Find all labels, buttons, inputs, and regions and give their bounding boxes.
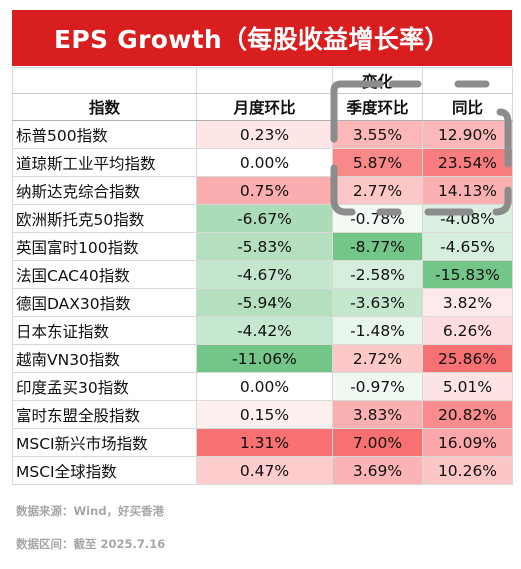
qoq-value-cell: -0.97% [332,372,423,401]
footnote-source: 数据来源：Wind，好买香港 [16,504,165,518]
mom-value-cell: -6.67% [196,204,333,233]
mom-value-cell: 0.00% [196,148,333,177]
qoq-value-cell: -0.78% [332,204,423,233]
qoq-value-cell: -3.63% [332,288,423,317]
column-header-mom: 月度环比 [196,93,333,121]
chart-title: EPS Growth（每股收益增长率） [54,25,450,54]
yoy-value-cell: -4.08% [422,204,513,233]
mom-value-cell: -4.67% [196,260,333,289]
mom-value-cell: 1.31% [196,428,333,457]
table-body: 标普500指数 0.23% 3.55% 12.90% 道琼斯工业平均指数 0.00% 5.8… [12,120,513,485]
qoq-value-cell: 7.00% [332,428,423,457]
mom-value-cell: -4.42% [196,316,333,345]
index-name-cell: 日本东证指数 [12,316,197,345]
index-name-cell: 标普500指数 [12,120,197,149]
qoq-value-cell: -2.58% [332,260,423,289]
table-row: 富时东盟全股指数 0.15% 3.83% 20.82% [12,400,513,429]
table-row: 纳斯达克综合指数 0.75% 2.77% 14.13% [12,176,513,205]
table-row: 英国富时100指数 -5.83% -8.77% -4.65% [12,232,513,261]
table-row: 法国CAC40指数 -4.67% -2.58% -15.83% [12,260,513,289]
group-header-blank [12,67,197,94]
yoy-value-cell: 20.82% [422,400,513,429]
table-row: 日本东证指数 -4.42% -1.48% 6.26% [12,316,513,345]
yoy-value-cell: 10.26% [422,456,513,485]
yoy-value-cell: 16.09% [422,428,513,457]
qoq-value-cell: 2.72% [332,344,423,373]
yoy-value-cell: -4.65% [422,232,513,261]
yoy-value-cell: 25.86% [422,344,513,373]
yoy-value-cell: 3.82% [422,288,513,317]
column-header-yoy: 同比 [422,93,513,121]
yoy-value-cell: 14.13% [422,176,513,205]
table-row: 标普500指数 0.23% 3.55% 12.90% [12,120,513,149]
index-name-cell: 英国富时100指数 [12,232,197,261]
mom-value-cell: 0.23% [196,120,333,149]
group-header-blank [196,67,333,94]
yoy-value-cell: 5.01% [422,372,513,401]
group-header-change: 变化 [332,67,423,94]
table-row: 越南VN30指数 -11.06% 2.72% 25.86% [12,344,513,373]
group-header-blank [422,67,513,94]
index-name-cell: 法国CAC40指数 [12,260,197,289]
index-name-cell: MSCI全球指数 [12,456,197,485]
column-header-index: 指数 [12,93,197,121]
table-row: 欧洲斯托克50指数 -6.67% -0.78% -4.08% [12,204,513,233]
footnote-period: 数据区间：截至 2025.7.16 [16,537,166,551]
table-row: MSCI新兴市场指数 1.31% 7.00% 16.09% [12,428,513,457]
eps-growth-table: 变化 指数 月度环比 季度环比 同比 标普500指数 0.23% 3.55% 12.9… [12,67,513,485]
qoq-value-cell: -1.48% [332,316,423,345]
index-name-cell: 印度孟买30指数 [12,372,197,401]
index-name-cell: 越南VN30指数 [12,344,197,373]
qoq-value-cell: 2.77% [332,176,423,205]
table-row: 德国DAX30指数 -5.94% -3.63% 3.82% [12,288,513,317]
column-header-row: 指数 月度环比 季度环比 同比 [12,93,513,121]
yoy-value-cell: -15.83% [422,260,513,289]
yoy-value-cell: 6.26% [422,316,513,345]
qoq-value-cell: 3.69% [332,456,423,485]
index-name-cell: 欧洲斯托克50指数 [12,204,197,233]
qoq-value-cell: 3.83% [332,400,423,429]
table-row: 道琼斯工业平均指数 0.00% 5.87% 23.54% [12,148,513,177]
mom-value-cell: 0.15% [196,400,333,429]
index-name-cell: MSCI新兴市场指数 [12,428,197,457]
mom-value-cell: -5.83% [196,232,333,261]
table-row: 印度孟买30指数 0.00% -0.97% 5.01% [12,372,513,401]
qoq-value-cell: 3.55% [332,120,423,149]
mom-value-cell: 0.47% [196,456,333,485]
index-name-cell: 富时东盟全股指数 [12,400,197,429]
qoq-value-cell: -8.77% [332,232,423,261]
yoy-value-cell: 23.54% [422,148,513,177]
index-name-cell: 道琼斯工业平均指数 [12,148,197,177]
title-banner: EPS Growth（每股收益增长率） [12,10,512,66]
mom-value-cell: 0.00% [196,372,333,401]
mom-value-cell: -5.94% [196,288,333,317]
mom-value-cell: -11.06% [196,344,333,373]
mom-value-cell: 0.75% [196,176,333,205]
yoy-value-cell: 12.90% [422,120,513,149]
index-name-cell: 德国DAX30指数 [12,288,197,317]
index-name-cell: 纳斯达克综合指数 [12,176,197,205]
column-header-qoq: 季度环比 [332,93,423,121]
group-header-row: 变化 [12,67,513,94]
table-row: MSCI全球指数 0.47% 3.69% 10.26% [12,456,513,485]
qoq-value-cell: 5.87% [332,148,423,177]
